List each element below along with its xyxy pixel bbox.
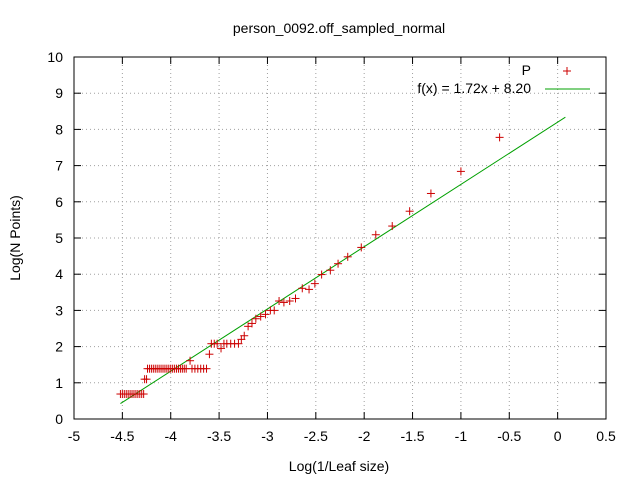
data-point	[256, 312, 265, 321]
data-point	[240, 331, 249, 340]
y-tick-label: 5	[55, 230, 63, 246]
legend-label-fit: f(x) = 1.72x + 8.20	[417, 80, 531, 96]
data-point	[275, 296, 284, 305]
x-tick-label: 0.5	[596, 428, 616, 444]
y-tick-label: 6	[55, 194, 63, 210]
data-point	[310, 279, 319, 288]
data-point	[285, 296, 294, 305]
fit-line	[120, 116, 566, 405]
x-tick-label: -1.5	[400, 428, 424, 444]
y-axis-ticks: 0 1 2 3 4 5 6 7 8 9 10	[47, 49, 606, 427]
fit-line-layer	[120, 116, 566, 405]
data-point	[495, 133, 504, 142]
x-axis-ticks: -5 -4.5 -4 -3.5 -3 -2.5 -2 -1.5 -1 -0.5 0 0.5	[68, 57, 616, 444]
data-point	[213, 339, 222, 348]
data-point	[217, 344, 226, 353]
y-tick-label: 9	[55, 85, 63, 101]
data-point	[279, 298, 288, 307]
x-tick-label: -3.5	[207, 428, 231, 444]
data-point	[317, 270, 326, 279]
data-point	[261, 310, 270, 319]
y-tick-label: 3	[55, 302, 63, 318]
y-axis-label: Log(N Points)	[7, 195, 23, 281]
data-point	[139, 390, 148, 399]
x-tick-label: -4	[165, 428, 178, 444]
data-point	[357, 243, 366, 252]
x-tick-label: -3	[261, 428, 274, 444]
legend-marker-points	[563, 67, 571, 75]
data-point	[142, 375, 151, 384]
data-point	[234, 339, 243, 348]
y-tick-label: 0	[55, 411, 63, 427]
data-point	[251, 314, 260, 323]
data-point	[202, 364, 211, 373]
x-tick-label: -0.5	[497, 428, 521, 444]
data-point	[270, 306, 279, 315]
x-tick-label: -4.5	[110, 428, 134, 444]
legend-label-points: P	[522, 62, 531, 78]
y-tick-label: 2	[55, 339, 63, 355]
data-point	[247, 319, 256, 328]
data-point	[291, 294, 300, 303]
data-points	[116, 133, 504, 399]
y-tick-label: 10	[47, 49, 63, 65]
data-point	[343, 252, 352, 261]
x-axis-label: Log(1/Leaf size)	[289, 458, 389, 474]
chart-title: person_0092.off_sampled_normal	[233, 20, 445, 36]
data-point	[426, 189, 435, 198]
data-point	[205, 350, 214, 359]
data-point	[326, 266, 335, 275]
x-tick-label: -1	[455, 428, 468, 444]
legend: P f(x) = 1.72x + 8.20	[417, 62, 590, 96]
x-tick-label: -5	[68, 428, 81, 444]
grid	[74, 57, 606, 419]
data-point	[371, 230, 380, 239]
x-tick-label: -2	[358, 428, 371, 444]
y-tick-label: 4	[55, 266, 63, 282]
data-point	[456, 167, 465, 176]
data-point	[186, 356, 195, 365]
y-tick-label: 8	[55, 121, 63, 137]
data-point	[405, 207, 414, 216]
y-tick-label: 7	[55, 158, 63, 174]
data-point	[388, 222, 397, 231]
data-point	[334, 259, 343, 268]
y-tick-label: 1	[55, 375, 63, 391]
data-point	[298, 284, 307, 293]
data-point	[305, 285, 314, 294]
x-tick-label: 0	[554, 428, 562, 444]
x-tick-label: -2.5	[304, 428, 328, 444]
